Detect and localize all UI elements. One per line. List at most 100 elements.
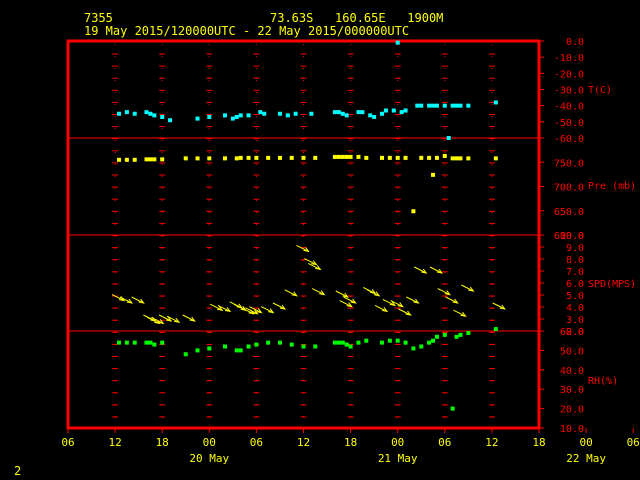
wind-barb [414,266,428,274]
data-point [195,156,200,161]
data-point [234,348,239,353]
y-tick-label: 3.0 [566,315,584,326]
y-tick-label: 2.0 [566,327,584,338]
y-axis-title: Pre (mb) [588,181,636,192]
barb-head [319,290,326,296]
x-tick-label: 12 [297,436,310,449]
data-point [344,342,349,347]
y-tick-label: 8.0 [566,255,584,266]
data-point [340,111,345,116]
page-number: 2 [14,464,22,478]
data-point [419,155,424,160]
y-tick-label: 700.0 [554,183,584,194]
data-point [383,108,388,113]
data-point [132,340,137,345]
data-point [431,103,436,108]
barb-head [381,307,389,313]
barb-shaft [131,296,144,304]
data-point [262,111,267,116]
y-tick-label: 30.0 [560,385,584,396]
time-period: 19 May 2015/120000UTC - 22 May 2015/0000… [84,24,410,38]
barb-head [350,298,357,304]
data-point [238,155,243,160]
y-tick-label: 40.0 [560,366,584,377]
barb-shaft [166,315,180,323]
data-point [364,155,369,160]
y-tick-label: 4.0 [566,303,584,314]
wind-barb [296,244,310,253]
wind-barb [453,309,467,317]
x-tick-label: 06 [438,436,451,449]
wind-barb [166,315,181,323]
barb-head [158,319,165,325]
data-point [117,111,122,116]
x-tick-label: 00 [579,436,592,449]
data-point [313,155,318,160]
data-point [195,348,200,353]
data-point [195,116,200,121]
data-point [234,156,239,161]
barb-head [217,305,224,311]
data-point [364,338,369,343]
barb-shaft [284,289,297,297]
data-point [238,113,243,118]
barb-head [224,307,232,313]
barb-shaft [304,258,317,266]
data-point [117,340,122,345]
data-point [450,103,455,108]
barb-shaft [437,288,451,296]
barb-head [468,286,475,292]
data-point [450,156,455,161]
barb-shaft [245,307,258,315]
y-tick-label: -10.0 [554,53,584,64]
barb-shaft [366,289,380,297]
data-point [403,340,408,345]
data-point [348,344,353,349]
y-tick-label: 600.0 [554,231,584,242]
barb-shaft [406,296,419,304]
barb-head [397,302,404,308]
barb-shaft [209,303,223,311]
y-tick-label: 750.0 [554,158,584,169]
barb-head [126,298,134,304]
data-point [238,348,243,353]
barb-shaft [158,314,172,322]
barb-head [452,298,459,304]
barb-shaft [260,306,274,314]
data-point [442,153,447,158]
wind-barb [390,300,404,308]
wind-barb [217,304,232,313]
x-tick-label: 00 [203,436,216,449]
data-point [277,155,282,160]
barb-head [189,316,196,322]
data-point [458,332,463,337]
data-point [434,334,439,339]
data-point [458,103,463,108]
data-point [336,110,341,115]
wind-barb [335,290,349,298]
data-point [246,344,251,349]
data-point [395,40,400,45]
data-point [419,344,424,349]
barb-head [311,260,318,266]
x-tick-label: 18 [532,436,545,449]
data-point [403,155,408,160]
barb-head [342,292,349,298]
data-point [340,154,345,159]
barb-head [303,247,310,253]
barb-shaft [182,314,195,322]
barb-shaft [296,244,309,252]
data-point [160,157,165,162]
data-point [301,155,306,160]
y-tick-label: -40.0 [554,102,584,113]
data-point [148,111,153,116]
wind-barb [461,284,475,292]
data-point [246,155,251,160]
data-point [434,155,439,160]
barb-head [138,298,145,304]
y-tick-label: -30.0 [554,86,584,97]
barb-head [444,290,451,296]
wind-barb [182,314,196,322]
data-point [344,113,349,118]
barb-head [252,309,259,315]
